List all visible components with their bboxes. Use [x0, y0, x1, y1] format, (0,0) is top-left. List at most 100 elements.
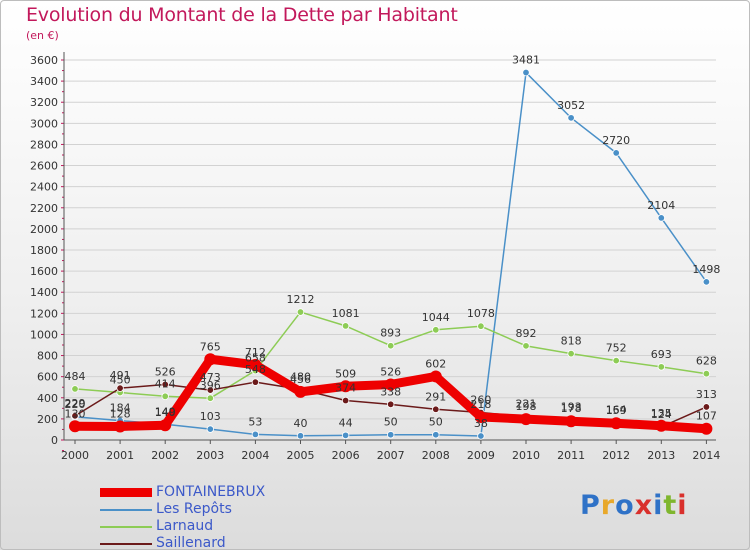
x-tick-label: 2010	[512, 449, 540, 462]
data-point	[251, 378, 260, 386]
data-label: 658	[245, 352, 266, 365]
data-label: 229	[65, 397, 86, 410]
data-label: 221	[516, 398, 537, 411]
legend-swatch	[100, 526, 152, 528]
x-tick-label: 2006	[332, 449, 360, 462]
data-label: 1078	[467, 307, 495, 320]
x-tick-label: 2014	[692, 449, 720, 462]
data-label: 712	[245, 346, 266, 359]
data-label: 218	[470, 398, 491, 411]
y-tick-label: 2600	[30, 160, 58, 173]
data-label: 313	[696, 388, 717, 401]
x-tick-label: 2011	[557, 449, 585, 462]
data-point	[206, 394, 214, 402]
data-label: 1044	[422, 311, 450, 324]
logo-letter: o	[615, 490, 635, 521]
logo-letter: x	[634, 490, 654, 521]
data-label: 526	[380, 365, 401, 378]
data-label: 693	[651, 348, 672, 361]
data-label: 1212	[287, 293, 315, 306]
y-tick-label: 2000	[30, 223, 58, 236]
data-label: 140	[155, 406, 176, 419]
data-label: 491	[110, 369, 131, 382]
legend-swatch	[100, 488, 152, 497]
data-label: 1081	[332, 307, 360, 320]
data-label: 2104	[647, 199, 675, 212]
data-label: 193	[561, 401, 582, 414]
data-label: 548	[245, 363, 266, 376]
data-label: 414	[155, 377, 176, 390]
y-tick-label: 1800	[30, 244, 58, 257]
x-tick-label: 2009	[467, 449, 495, 462]
y-tick-label: 1000	[30, 328, 58, 341]
data-label: 128	[110, 407, 131, 420]
data-label: 3052	[557, 99, 585, 112]
data-point	[249, 358, 262, 371]
data-point	[69, 420, 81, 433]
logo-letter: i	[653, 490, 664, 521]
data-point	[702, 370, 711, 378]
x-tick-label: 2013	[647, 449, 675, 462]
data-point	[161, 380, 169, 389]
chart-subtitle: (en €)	[26, 29, 59, 42]
data-label: 44	[339, 416, 353, 429]
data-point	[432, 326, 440, 334]
y-tick-label: 2800	[30, 138, 58, 151]
data-label: 338	[380, 385, 401, 398]
data-point	[432, 405, 440, 413]
data-label: 40	[294, 417, 308, 430]
legend-label: FONTAINEBRUX	[156, 484, 266, 500]
data-label: 103	[200, 410, 221, 423]
data-point	[384, 378, 397, 391]
data-label: 130	[65, 407, 86, 420]
logo-letter: t	[663, 490, 678, 521]
y-tick-label: 3000	[30, 117, 58, 130]
data-label: 526	[155, 365, 176, 378]
data-point	[387, 431, 395, 439]
data-point	[159, 419, 172, 432]
data-label: 1498	[692, 263, 720, 276]
data-label: 765	[200, 340, 221, 353]
data-label: 164	[606, 404, 627, 417]
data-point	[610, 417, 623, 430]
data-point	[387, 342, 395, 350]
data-label: 450	[110, 374, 131, 387]
data-label: 184	[110, 402, 131, 415]
data-point	[251, 430, 260, 439]
data-point	[567, 349, 575, 358]
data-point	[612, 149, 620, 157]
y-tick-label: 600	[37, 371, 58, 384]
data-label: 396	[200, 379, 221, 392]
data-point	[657, 214, 665, 222]
data-label: 480	[290, 370, 311, 383]
data-label: 38	[474, 417, 488, 430]
data-point	[71, 385, 79, 393]
data-point	[657, 363, 665, 371]
data-label: 3481	[512, 54, 540, 67]
data-point	[116, 384, 124, 392]
data-point	[341, 396, 350, 405]
y-tick-label: 0	[51, 434, 58, 447]
data-label: 456	[290, 373, 311, 386]
x-tick-label: 2008	[422, 449, 450, 462]
x-tick-label: 2012	[602, 449, 630, 462]
data-point	[522, 342, 530, 350]
y-tick-label: 1600	[30, 265, 58, 278]
x-tick-label: 2005	[287, 449, 315, 462]
data-label: 818	[561, 335, 582, 348]
data-label: 53	[248, 415, 262, 428]
data-label: 178	[561, 402, 582, 415]
data-point	[477, 322, 485, 330]
y-tick-label: 400	[37, 392, 58, 405]
data-point	[296, 432, 305, 440]
data-point	[567, 114, 575, 122]
data-label: 220	[65, 398, 86, 411]
data-point	[204, 353, 217, 366]
legend-label: Les Repôts	[156, 501, 232, 517]
x-tick-label: 2003	[196, 449, 224, 462]
y-tick-label: 800	[37, 350, 58, 363]
data-point	[522, 68, 530, 77]
y-tick-label: 1400	[30, 286, 58, 299]
legend-swatch	[100, 509, 152, 511]
data-point	[71, 412, 79, 420]
